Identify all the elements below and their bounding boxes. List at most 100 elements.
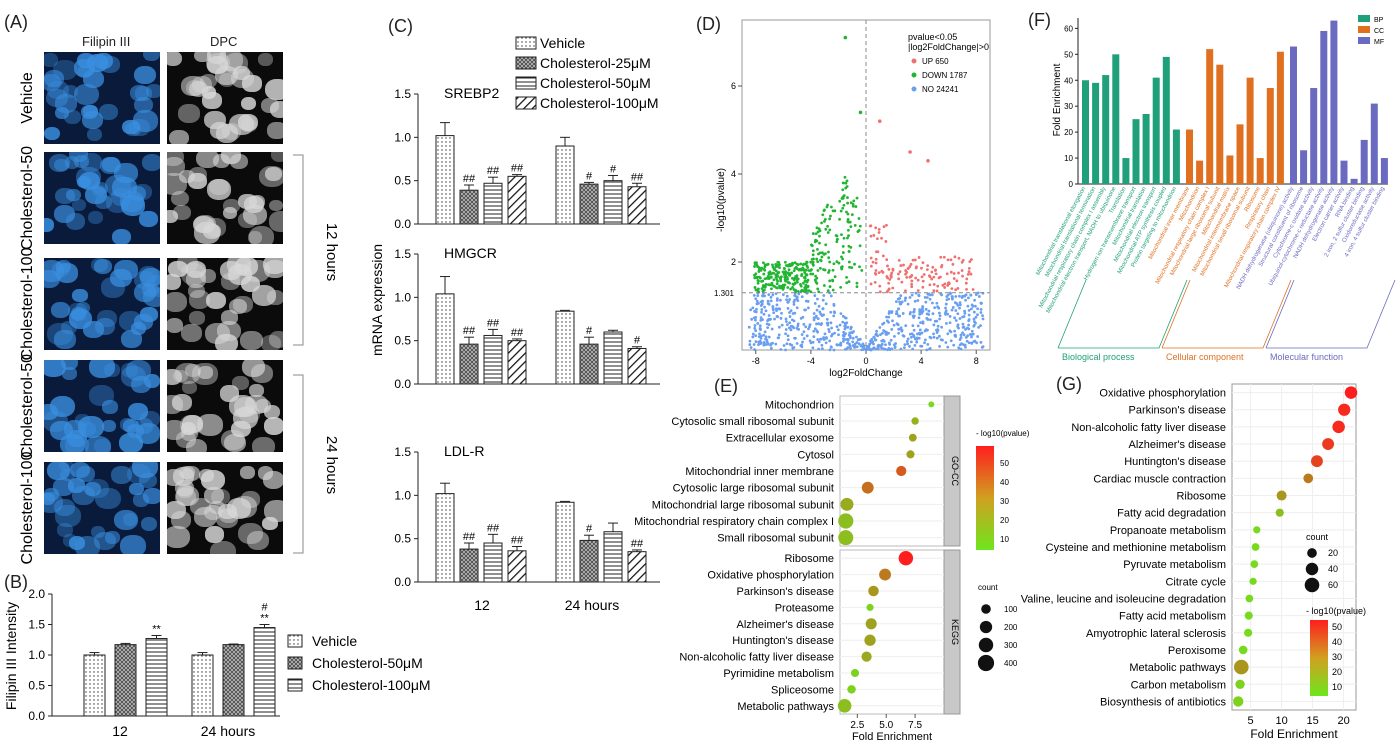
cell-blob	[223, 206, 238, 219]
point-down	[845, 179, 849, 183]
point-down	[847, 234, 850, 238]
point-up	[964, 281, 968, 285]
point-no	[891, 319, 894, 323]
point-no	[916, 324, 920, 328]
cell-blob	[238, 523, 264, 545]
size-legend-title: count	[978, 583, 998, 592]
point-no	[971, 304, 975, 308]
point-no	[938, 345, 941, 348]
point-down	[820, 221, 823, 225]
size-legend-label: 60	[1328, 580, 1338, 590]
point-no	[767, 293, 771, 297]
point-no	[758, 327, 762, 331]
point-down	[846, 218, 850, 221]
cell-blob	[177, 484, 194, 498]
panel-d-label: (D)	[696, 14, 721, 34]
chart-b: 0.0 0.5 1.0 1.5 2.0 Filipin III Intensity 12 24…	[3, 587, 431, 739]
point-down	[811, 253, 815, 257]
point-up	[886, 264, 889, 268]
point-down	[768, 283, 771, 287]
significance-marker: #	[634, 335, 641, 347]
cell-blob	[182, 415, 203, 433]
cell-blob	[185, 79, 205, 96]
group-label: Biological process	[1062, 352, 1135, 362]
point-down	[800, 273, 804, 276]
enrichment-plot-e: GO-CC Mitochondrion Cytosolic small riboso…	[634, 395, 1030, 743]
enrichment-dot	[1244, 611, 1253, 620]
point-no	[811, 346, 815, 350]
point-down	[850, 213, 854, 217]
cell-blob	[206, 53, 230, 74]
point-no	[885, 315, 888, 319]
point-no	[970, 335, 973, 339]
point-up	[885, 258, 889, 262]
point-down	[756, 278, 760, 282]
point-down	[758, 275, 761, 279]
point-down	[826, 203, 829, 207]
bar	[1102, 75, 1110, 184]
point-no	[793, 298, 797, 302]
point-no	[825, 321, 829, 325]
point-no	[912, 333, 915, 337]
cell-blob	[263, 417, 283, 435]
filipin-image	[44, 462, 160, 554]
cell-blob	[72, 288, 88, 303]
cell-blob	[140, 306, 158, 322]
point-no	[752, 294, 756, 297]
column-header-filipin: Filipin III	[82, 34, 131, 49]
point-down	[814, 232, 818, 236]
point-up	[967, 270, 971, 274]
cell-blob	[92, 182, 108, 196]
point-no	[962, 343, 965, 347]
y-tick-label: 0.5	[394, 334, 411, 348]
significance-marker: #	[586, 523, 593, 535]
point-no	[967, 313, 971, 317]
group-bracket	[1161, 279, 1292, 349]
point-no	[774, 292, 778, 296]
point-no	[823, 332, 827, 336]
bar	[1360, 139, 1368, 184]
row-label: Cholesterol-50	[19, 354, 36, 458]
cell-blob	[193, 215, 215, 234]
cell-blob	[167, 420, 187, 441]
point-no	[925, 316, 929, 320]
cell-blob	[262, 517, 278, 531]
point-no	[923, 329, 927, 333]
point-no	[811, 340, 815, 344]
point-no	[761, 294, 765, 298]
size-legend-title: count	[1306, 532, 1329, 542]
cell-blob	[210, 541, 236, 554]
point-no	[762, 333, 766, 337]
term-label: Small ribosomal subunit	[717, 533, 834, 545]
point-no	[952, 343, 956, 347]
point-no	[756, 322, 760, 325]
point-down	[812, 263, 815, 267]
cell-blob	[62, 534, 77, 547]
cell-blob	[270, 152, 283, 163]
point-no	[827, 327, 831, 331]
x-tick-label: 2.5	[850, 720, 864, 731]
bar	[507, 550, 527, 583]
point-up	[960, 260, 964, 264]
point-no	[929, 336, 933, 340]
point-outlier	[858, 110, 863, 115]
cell-blob	[240, 466, 256, 479]
point-no	[904, 324, 908, 328]
point-down	[826, 231, 830, 234]
cell-blob	[243, 205, 268, 226]
point-no	[977, 295, 981, 298]
point-no	[935, 336, 939, 340]
panel-g-label: (G)	[1056, 374, 1082, 394]
point-no	[850, 331, 854, 335]
point-no	[938, 314, 942, 318]
point-down	[774, 265, 778, 269]
point-no	[975, 341, 979, 345]
bar	[555, 145, 575, 225]
point-no	[927, 292, 931, 296]
point-down	[805, 273, 809, 277]
point-up	[874, 261, 878, 265]
filipin-image	[44, 152, 160, 244]
enrichment-dot	[879, 568, 891, 581]
y-tick-label: 0.5	[394, 174, 411, 188]
point-no	[935, 301, 939, 305]
